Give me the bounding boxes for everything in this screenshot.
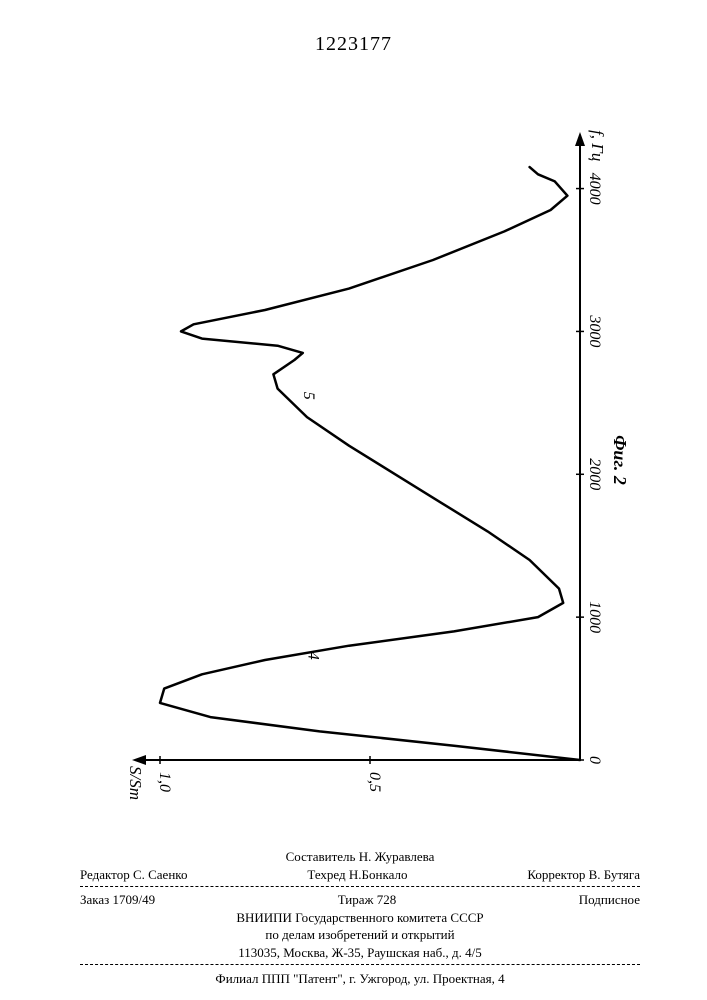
org-line-2: по делам изобретений и открытий xyxy=(80,926,640,944)
editor: Редактор С. Саенко xyxy=(80,866,187,884)
address-line: 113035, Москва, Ж-35, Раушская наб., д. … xyxy=(80,944,640,962)
page: 1223177 1000 2000 3000 4000 0 f, Гц 0,5 1,0 S/Sm… xyxy=(0,0,707,1000)
chart-svg: 1000 2000 3000 4000 0 f, Гц 0,5 1,0 S/Smax 4 5 Фиг.… xyxy=(80,100,640,800)
compiler-line: Составитель Н. Журавлева xyxy=(80,848,640,866)
org-line-1: ВНИИПИ Государственного комитета СССР xyxy=(80,909,640,927)
subscription: Подписное xyxy=(579,891,640,909)
tirazh: Тираж 728 xyxy=(338,891,397,909)
f-axis-label: f, Гц xyxy=(588,130,607,161)
s-tick-label: 0,5 xyxy=(366,772,383,792)
plot-group: 1000 2000 3000 4000 0 f, Гц 0,5 1,0 S/Smax 4 5 Фиг.… xyxy=(126,130,630,800)
f-tick-label: 1000 xyxy=(586,601,603,633)
s-axis-arrow xyxy=(132,755,146,765)
divider-2 xyxy=(80,964,640,965)
f-tick-label: 4000 xyxy=(586,173,603,205)
document-number: 1223177 xyxy=(0,33,707,56)
footer-block: Составитель Н. Журавлева Редактор С. Сае… xyxy=(80,848,640,987)
editorial-row: Редактор С. Саенко Техред Н.Бонкало Корр… xyxy=(80,866,640,884)
divider-1 xyxy=(80,886,640,887)
figure-caption: Фиг. 2 xyxy=(610,435,630,485)
order-no: Заказ 1709/49 xyxy=(80,891,155,909)
s-axis-label: S/Smax xyxy=(126,766,145,800)
f-tick-label: 3000 xyxy=(586,314,603,347)
curve-label-4: 4 xyxy=(304,652,321,660)
tech-editor: Техред Н.Бонкало xyxy=(307,866,407,884)
filial-line: Филиал ППП "Патент", г. Ужгород, ул. Про… xyxy=(80,971,640,987)
spectrum-curve xyxy=(160,167,580,760)
curve-label-5: 5 xyxy=(300,392,317,400)
f-axis-arrow xyxy=(575,132,585,146)
order-row: Заказ 1709/49 Тираж 728 Подписное xyxy=(80,891,640,909)
f-tick-label: 2000 xyxy=(586,458,603,490)
s-tick-label: 1,0 xyxy=(156,772,173,792)
figure-2-chart: 1000 2000 3000 4000 0 f, Гц 0,5 1,0 S/Smax 4 5 Фиг.… xyxy=(80,100,640,800)
origin-label: 0 xyxy=(586,756,603,764)
corrector: Корректор В. Бутяга xyxy=(527,866,640,884)
